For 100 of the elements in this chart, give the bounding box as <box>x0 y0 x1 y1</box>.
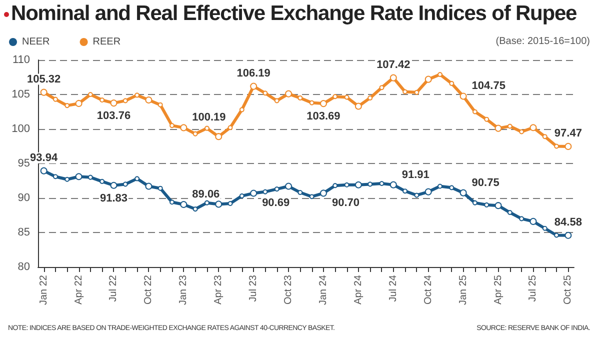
x-tick-label: Oct 22 <box>143 274 154 304</box>
point <box>100 178 105 184</box>
y-tick-label: 80 <box>18 261 30 273</box>
chart-title: Nominal and Real Effective Exchange Rate Indices of Rupee <box>11 2 577 26</box>
x-tick-label: Jul 25 <box>528 274 539 302</box>
point <box>158 102 163 108</box>
point <box>134 92 140 98</box>
point <box>298 95 303 100</box>
data-label: 106.19 <box>236 67 270 80</box>
point <box>449 80 454 86</box>
point <box>379 181 384 186</box>
point <box>262 189 268 194</box>
x-tick-label: Oct 23 <box>283 274 294 304</box>
x-tick-label: Apr 24 <box>352 274 364 304</box>
point <box>402 89 408 94</box>
point <box>192 131 198 136</box>
point <box>298 190 303 195</box>
point <box>368 95 373 100</box>
point <box>274 186 280 192</box>
y-tick-label: 95 <box>18 158 30 170</box>
point <box>204 200 210 206</box>
point <box>158 186 163 191</box>
x-tick-label: Jan 22 <box>38 274 50 306</box>
y-tick-label: 100 <box>12 123 30 135</box>
x-tick-label: Jan 24 <box>318 274 329 306</box>
point <box>332 183 338 188</box>
data-label: 107.42 <box>376 58 410 71</box>
data-label: 93.94 <box>30 152 58 164</box>
point <box>64 103 70 108</box>
legend-label: NEER <box>22 36 50 48</box>
point <box>332 94 338 100</box>
point <box>262 90 268 96</box>
y-tick-label: 110 <box>12 54 30 66</box>
point <box>122 182 128 187</box>
data-label: 105.32 <box>27 73 61 86</box>
point <box>274 98 280 104</box>
point <box>344 182 350 188</box>
point <box>542 134 548 140</box>
x-tick-label: Jan 23 <box>178 274 190 306</box>
point <box>554 232 560 238</box>
data-label: 91.91 <box>402 168 430 181</box>
point <box>100 98 105 103</box>
point <box>438 184 442 189</box>
x-tick-label: Apr 23 <box>213 274 224 304</box>
data-label: 104.75 <box>472 80 506 92</box>
data-label: 103.69 <box>306 110 340 123</box>
data-label: 90.75 <box>472 176 500 189</box>
point <box>170 123 174 128</box>
point <box>134 176 140 182</box>
data-label: 103.76 <box>96 110 131 122</box>
x-tick-label: Oct 25 <box>562 274 574 304</box>
point <box>507 124 512 129</box>
y-tick-label: 85 <box>18 226 30 238</box>
point <box>204 126 210 131</box>
x-tick-label: Apr 22 <box>73 274 84 304</box>
x-tick-label: Jan 25 <box>458 274 469 306</box>
x-tick-label: Apr 25 <box>492 274 504 304</box>
point <box>122 98 128 104</box>
point <box>64 176 70 182</box>
point <box>554 144 560 149</box>
data-label: 84.58 <box>554 216 582 228</box>
point <box>52 96 58 102</box>
data-label: 90.69 <box>262 197 290 210</box>
point <box>414 90 420 95</box>
point <box>414 192 420 198</box>
point <box>402 188 408 194</box>
point <box>88 92 93 97</box>
point <box>228 125 233 130</box>
x-tick-label: Jul 22 <box>108 274 120 302</box>
point <box>519 216 524 222</box>
point <box>309 100 314 106</box>
point <box>507 210 512 215</box>
legend-label: REER <box>92 36 121 48</box>
x-tick-label: Jul 24 <box>388 274 399 302</box>
data-label: 90.70 <box>332 197 360 210</box>
point <box>542 226 548 231</box>
point <box>52 174 58 180</box>
point <box>309 194 314 200</box>
point <box>192 206 198 212</box>
point <box>438 72 442 77</box>
data-label: 97.47 <box>554 127 582 140</box>
y-tick-label: 105 <box>12 88 30 100</box>
x-tick-label: Jul 23 <box>248 274 260 302</box>
point <box>472 109 478 114</box>
point <box>472 200 478 206</box>
point <box>379 85 384 90</box>
y-tick-label: 90 <box>18 192 30 204</box>
point <box>519 129 524 134</box>
point <box>170 200 174 205</box>
point <box>228 201 233 206</box>
text: (Base: 2015-16=100) <box>496 36 590 47</box>
point <box>484 202 490 208</box>
point <box>449 185 454 190</box>
point <box>344 94 350 100</box>
point <box>88 174 93 180</box>
point <box>368 182 373 187</box>
x-tick-label: Oct 24 <box>422 274 434 304</box>
point <box>239 193 244 198</box>
data-label: 100.19 <box>192 112 226 124</box>
point <box>484 116 490 122</box>
